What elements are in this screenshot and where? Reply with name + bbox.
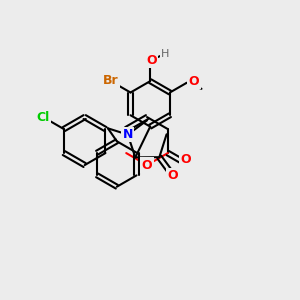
- Text: H: H: [161, 50, 169, 59]
- Text: Cl: Cl: [36, 111, 50, 124]
- Text: Br: Br: [103, 74, 119, 87]
- Text: O: O: [167, 169, 178, 182]
- Text: N: N: [123, 128, 133, 141]
- Text: O: O: [189, 75, 200, 88]
- Text: O: O: [142, 159, 152, 172]
- Text: O: O: [181, 153, 191, 166]
- Text: O: O: [146, 54, 157, 67]
